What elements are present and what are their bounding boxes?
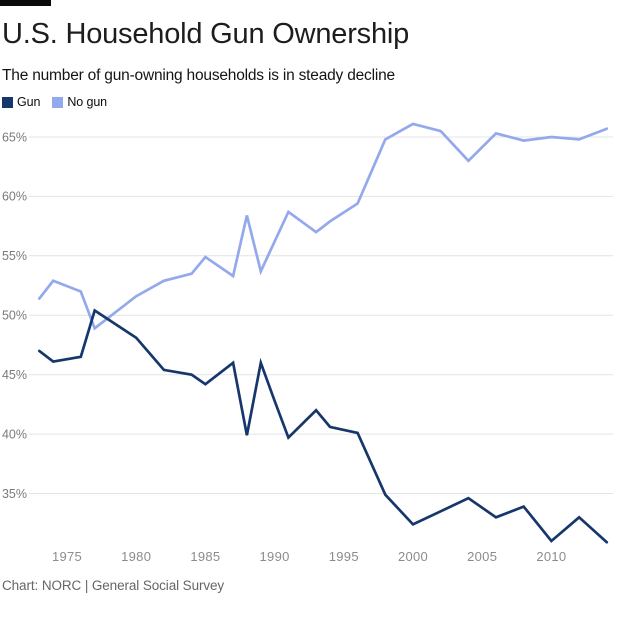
- y-axis-label: 40%: [2, 427, 27, 441]
- gun-swatch-icon: [2, 96, 13, 108]
- chart-title: U.S. Household Gun Ownership: [2, 18, 410, 50]
- legend-item-no-gun: No gun: [52, 95, 107, 109]
- y-axis-label: 35%: [2, 487, 27, 501]
- x-axis-label: 2010: [536, 549, 566, 564]
- x-axis-label: 1995: [329, 549, 359, 564]
- legend-label-no-gun: No gun: [67, 95, 108, 109]
- legend: Gun No gun: [2, 95, 107, 109]
- series-line-no-gun: [37, 122, 609, 331]
- legend-label-gun: Gun: [17, 95, 41, 109]
- brand-logo-bar: [0, 0, 51, 6]
- x-axis-label: 1990: [260, 549, 290, 564]
- x-axis-label: 2005: [467, 549, 497, 564]
- x-axis-label: 2000: [398, 549, 428, 564]
- y-axis-label: 45%: [2, 368, 27, 382]
- no-gun-swatch-icon: [52, 96, 64, 108]
- x-axis-label: 1985: [190, 549, 220, 564]
- series-line-gun: [37, 308, 609, 544]
- y-axis-label: 55%: [2, 249, 27, 263]
- legend-item-gun: Gun: [2, 95, 40, 109]
- x-axis-label: 1975: [52, 549, 82, 564]
- y-axis-label: 65%: [2, 130, 27, 144]
- y-axis-label: 60%: [2, 190, 27, 204]
- y-axis-label: 50%: [2, 309, 27, 323]
- chart-subtitle: The number of gun-owning households is i…: [2, 67, 395, 84]
- source-credit: Chart: NORC | General Social Survey: [2, 578, 225, 593]
- x-axis-label: 1980: [121, 549, 151, 564]
